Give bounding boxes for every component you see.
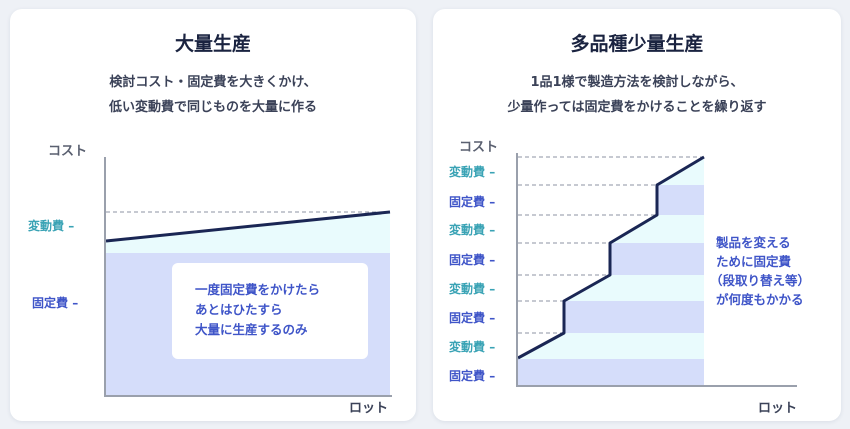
callout-line-3: （段取り替え等） bbox=[710, 273, 811, 288]
tick-variable-cost: 変動費 – bbox=[28, 219, 75, 233]
cost-line bbox=[105, 210, 391, 243]
high-mix-chart bbox=[516, 153, 797, 387]
tick-fixed-cost: 固定費 – bbox=[449, 311, 496, 325]
y-axis-label: コスト bbox=[48, 144, 88, 159]
x-axis-label: ロット bbox=[349, 401, 389, 416]
description-line-1: 1品1様で製造方法を検討しながら、 bbox=[530, 75, 744, 90]
y-axis-label: コスト bbox=[459, 140, 499, 155]
callout-line-3: 大量に生産するのみ bbox=[195, 322, 308, 337]
panel-title: 多品種少量生産 bbox=[570, 33, 704, 55]
panel-mass-production: 大量生産 検討コスト・固定費を大きくかけ、 低い変動費で同じものを大量に作る コ… bbox=[10, 9, 416, 421]
callout-text: 製品を変える ために固定費 （段取り替え等） が何度もかかる bbox=[710, 233, 810, 309]
callout-line-2: あとはひたすら bbox=[195, 302, 283, 317]
variable-cost-area bbox=[106, 212, 390, 253]
callout-line-4: が何度もかかる bbox=[716, 292, 804, 307]
dashed-guides bbox=[518, 156, 704, 334]
panel-title: 大量生産 bbox=[174, 33, 251, 55]
callout-line-1: 製品を変える bbox=[716, 235, 791, 250]
mass-production-chart bbox=[104, 157, 392, 397]
callout-line-2: ために固定費 bbox=[716, 254, 792, 269]
above-line-mask bbox=[518, 157, 704, 358]
tick-variable-cost: 変動費 – bbox=[449, 223, 496, 237]
callout-line-1: 一度固定費をかけたら bbox=[195, 282, 321, 297]
tick-variable-cost: 変動費 – bbox=[449, 165, 496, 179]
tick-fixed-cost: 固定費 – bbox=[449, 253, 496, 267]
description-line-2: 低い変動費で同じものを大量に作る bbox=[108, 100, 317, 115]
description-line-1: 検討コスト・固定費を大きくかけ、 bbox=[109, 75, 317, 90]
tick-fixed-cost: 固定費 – bbox=[449, 195, 496, 209]
tick-variable-cost: 変動費 – bbox=[449, 340, 496, 354]
x-axis-label: ロット bbox=[758, 401, 798, 416]
tick-fixed-cost: 固定費 – bbox=[449, 369, 496, 383]
callout-box: 一度固定費をかけたら あとはひたすら 大量に生産するのみ bbox=[172, 263, 368, 359]
tick-variable-cost: 変動費 – bbox=[449, 282, 496, 296]
description-line-2: 少量作っては固定費をかけることを繰り返す bbox=[507, 100, 767, 115]
step-cost-line bbox=[517, 155, 705, 360]
panel-high-mix-low-volume: 多品種少量生産 1品1様で製造方法を検討しながら、 少量作っては固定費をかけるこ… bbox=[433, 9, 841, 421]
tick-fixed-cost: 固定費 – bbox=[32, 296, 79, 310]
band-fixed-4 bbox=[518, 359, 704, 386]
